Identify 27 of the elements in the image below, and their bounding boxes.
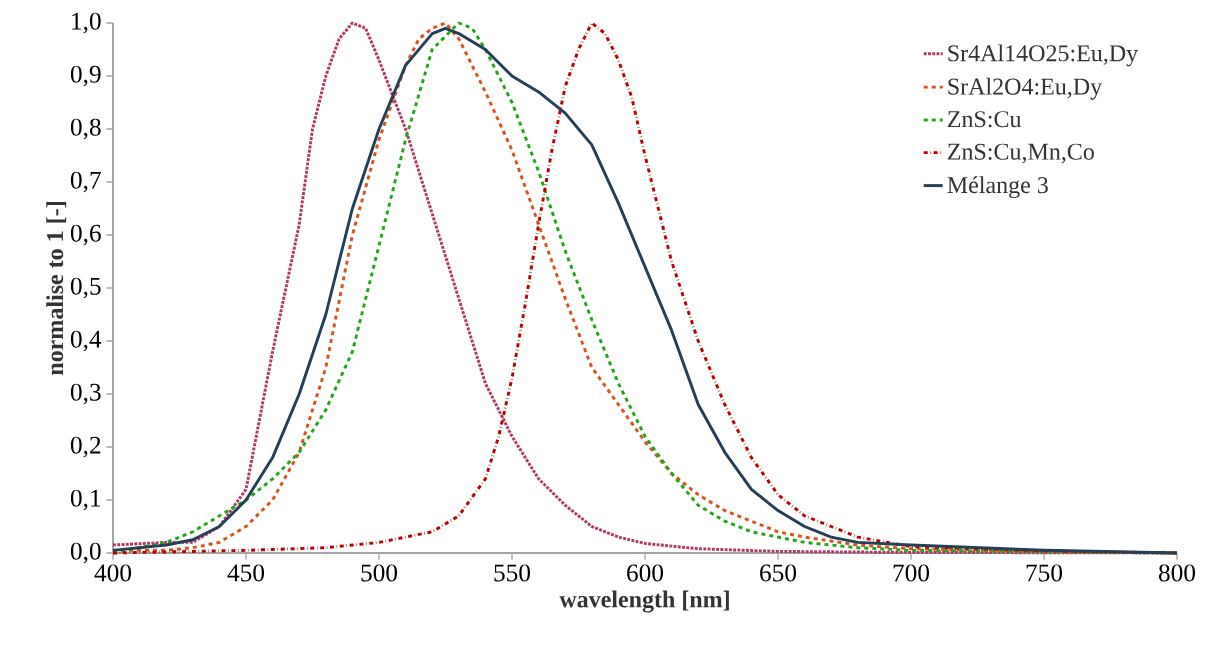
x-tick-label: 800 [1158,564,1196,582]
y-tick-label: 0,1 [70,489,101,511]
y-tick-label: 0,9 [70,65,101,87]
y-tick-label: 1,0 [72,12,101,34]
y-tick-label: 0,4 [70,330,102,352]
legend-label: ZnS:Cu [947,111,1022,128]
legend-label: ZnS:Cu,Mn,Co [947,143,1094,164]
x-tick-label: 450 [227,564,265,582]
legend-label: Mélange 3 [947,176,1048,199]
y-tick-label: 0,5 [70,277,101,299]
x-tick-label: 700 [893,564,930,582]
y-tick-label: 0,2 [70,436,101,458]
x-tick-label: 400 [94,564,132,582]
y-axis-title: normalise to 1 [-] [46,202,67,375]
x-tick-label: 750 [1026,564,1063,582]
y-tick-label: 0,0 [70,542,101,564]
x-tick-label: 650 [760,564,797,582]
legend-label: Sr4Al14O25:Eu,Dy [948,44,1139,67]
x-tick-label: 550 [494,564,531,582]
y-tick-label: 0,8 [70,118,101,140]
legend-label: SrAl2O4:Eu,Dy [948,77,1103,100]
x-tick-label: 600 [627,564,664,582]
x-axis-title: wavelength [nm] [559,590,729,613]
y-tick-label: 0,3 [70,383,101,405]
x-tick-label: 500 [361,564,398,582]
y-tick-label: 0,7 [70,171,101,193]
y-tick-label: 0,6 [70,224,101,246]
